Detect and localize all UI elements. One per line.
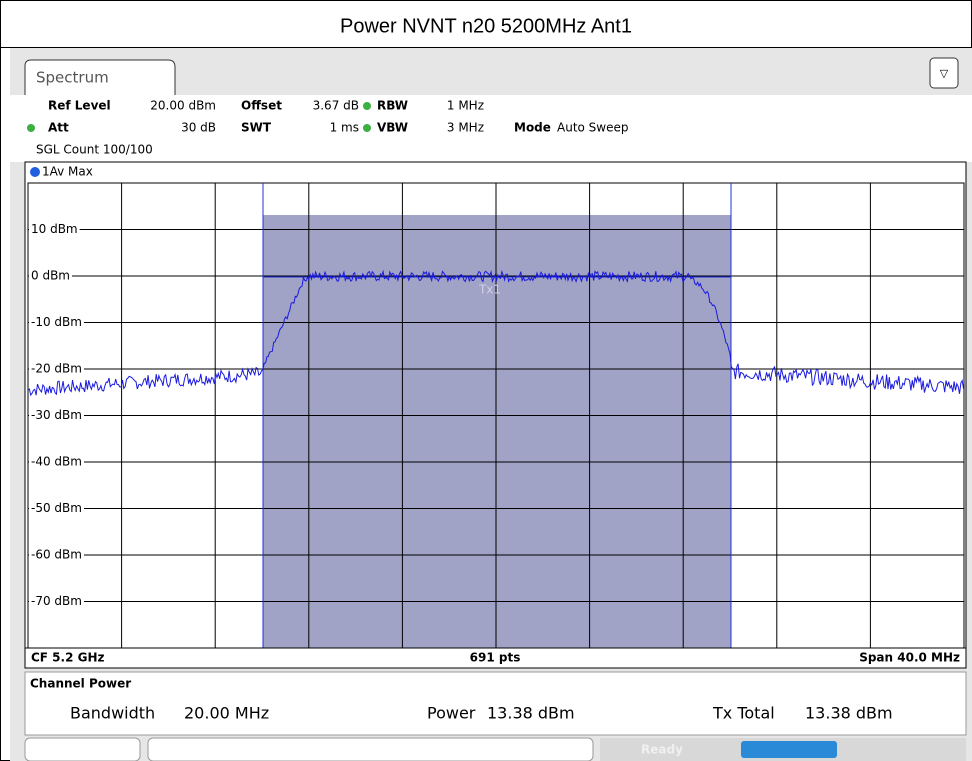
trace-dot bbox=[30, 167, 40, 177]
tab-label: Spectrum bbox=[36, 69, 109, 87]
result-value: 20.00 MHz bbox=[184, 704, 269, 723]
progress bbox=[741, 741, 837, 758]
label-bg bbox=[29, 455, 84, 469]
setting-value: 30 dB bbox=[181, 121, 216, 135]
result-value: 13.38 dBm bbox=[805, 704, 893, 723]
marker-label: Tx1 bbox=[478, 283, 501, 297]
y-axis-label: -40 dBm bbox=[31, 455, 82, 469]
tab[interactable] bbox=[24, 59, 176, 95]
status-dot bbox=[363, 124, 371, 132]
sgl-count: SGL Count 100/100 bbox=[36, 143, 153, 157]
setting-value: 1 ms bbox=[330, 121, 359, 135]
setting-label: VBW bbox=[377, 121, 408, 135]
setting-label: Offset bbox=[241, 99, 282, 113]
trace bbox=[27, 269, 965, 397]
y-axis-label: 0 dBm bbox=[31, 269, 70, 283]
y-axis-label: -50 dBm bbox=[31, 501, 82, 515]
y-axis-label: -30 dBm bbox=[31, 408, 82, 422]
setting-value: 20.00 dBm bbox=[150, 99, 216, 113]
channel-band bbox=[263, 215, 731, 648]
y-axis-label: -70 dBm bbox=[31, 594, 82, 608]
menu-button[interactable] bbox=[929, 57, 959, 89]
y-axis-label: -10 dBm bbox=[31, 315, 82, 329]
label-bg bbox=[29, 269, 72, 283]
label-bg bbox=[29, 362, 84, 376]
settings-panel bbox=[10, 95, 972, 162]
result-label: Tx Total bbox=[712, 704, 775, 723]
menu-icon: ▽ bbox=[940, 67, 949, 80]
status-dot bbox=[363, 102, 371, 110]
label-bg bbox=[29, 408, 84, 423]
result-value: 13.38 dBm bbox=[487, 704, 575, 723]
y-axis-label: -60 dBm bbox=[31, 548, 82, 562]
title: Power NVNT n20 5200MHz Ant1 bbox=[340, 15, 632, 37]
label-bg bbox=[29, 548, 84, 562]
channel-power-panel bbox=[24, 671, 967, 736]
setting-value: 1 MHz bbox=[447, 99, 484, 113]
setting-label: Ref Level bbox=[48, 99, 111, 113]
result-label: Bandwidth bbox=[70, 704, 155, 723]
label-bg bbox=[29, 501, 84, 516]
status-field bbox=[24, 737, 141, 761]
setting-value: Auto Sweep bbox=[557, 121, 629, 135]
status-field bbox=[147, 737, 594, 761]
span: Span 40.0 MHz bbox=[859, 651, 960, 665]
result-label: Power bbox=[427, 704, 476, 723]
setting-value: 3.67 dB bbox=[313, 99, 359, 113]
y-axis-label: -20 dBm bbox=[31, 362, 82, 376]
trace-label: 1Av Max bbox=[42, 165, 93, 179]
setting-label: RBW bbox=[377, 99, 408, 113]
channel-power-title: Channel Power bbox=[30, 677, 131, 691]
label-bg bbox=[29, 222, 80, 237]
label-bg bbox=[29, 315, 84, 330]
points: 691 pts bbox=[470, 651, 521, 665]
label-bg bbox=[29, 594, 84, 609]
y-axis-label: 10 dBm bbox=[31, 222, 78, 236]
status-dot bbox=[27, 124, 35, 132]
cf: CF 5.2 GHz bbox=[31, 651, 105, 665]
setting-label: Mode bbox=[514, 121, 551, 135]
setting-label: SWT bbox=[241, 121, 272, 135]
setting-value: 3 MHz bbox=[447, 121, 484, 135]
status-state: Ready bbox=[641, 743, 683, 757]
setting-label: Att bbox=[48, 121, 69, 135]
